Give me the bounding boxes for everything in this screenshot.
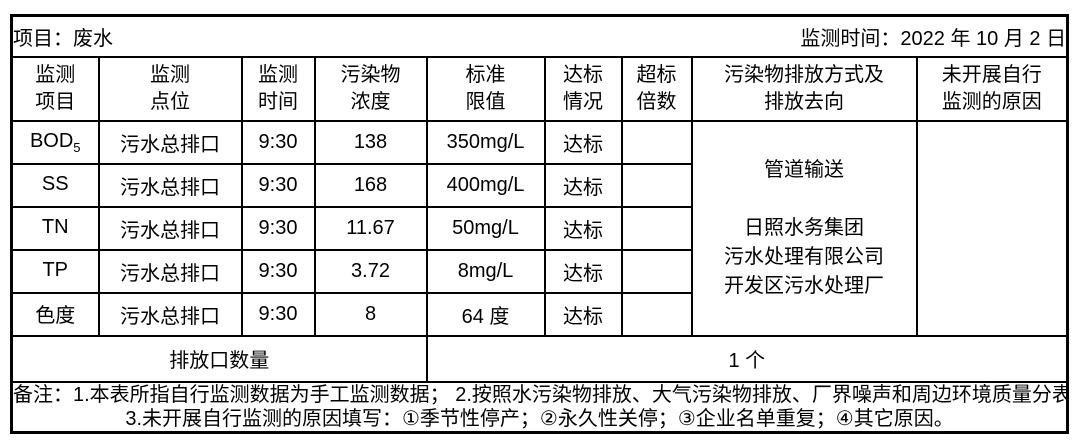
cell-item: TN [10,205,100,251]
table-row-tn: TN 污水总排口 9:30 11.67 50mg/L 达标 [10,205,1068,251]
cell-no-monitoring-reason-merged [915,119,1069,337]
cell-time: 9:30 [240,248,316,294]
cell-limit: 8mg/L [425,248,546,294]
cell-limit: 400mg/L [425,162,546,208]
cell-concentration: 3.72 [313,248,428,294]
cell-point: 污水总排口 [97,162,243,208]
cell-exceed [620,248,693,294]
discharge-line: 管道输送 [764,158,844,181]
remarks-line-2: 3.未开展自行监测的原因填写：①季节性停产；②永久性关停；③企业名单重复；④其它… [125,407,954,430]
cell-exceed [620,162,693,208]
cell-discharge-method-merged: 管道输送 日照水务集团 污水处理有限公司 开发区污水处理厂 [690,119,918,337]
cell-exceed [620,291,693,337]
cell-time: 9:30 [240,291,316,337]
monitor-time-label: 监测时间：2022 年 10 月 2 日 [800,27,1067,50]
monitoring-report-sheet: 项目：废水 监测时间：2022 年 10 月 2 日 监测 项目 监测 点位 监… [10,14,1070,434]
cell-exceed [620,205,693,251]
cell-time: 9:30 [240,162,316,208]
cell-concentration: 11.67 [313,205,428,251]
table-row-chroma: 色度 污水总排口 9:30 8 64 度 达标 [10,291,1068,337]
cell-limit: 64 度 [425,291,546,337]
header-standard-limit: 标准 限值 [425,55,546,122]
cell-limit: 350mg/L [425,119,546,165]
header-compliance-status: 达标 情况 [543,55,623,122]
title-row: 项目：废水 监测时间：2022 年 10 月 2 日 [10,14,1069,58]
table-row-tp: TP 污水总排口 9:30 3.72 8mg/L 达标 [10,248,1068,294]
header-row: 监测 项目 监测 点位 监测 时间 污染物 浓度 标准 限值 达标 情况 [10,55,1069,122]
cell-item: 色度 [10,291,100,337]
discharge-line: 日照水务集团 [744,216,864,239]
outlet-count-value: 1 个 [425,334,1069,383]
cell-concentration: 8 [313,291,428,337]
header-exceed-multiple: 超标 倍数 [620,55,693,122]
cell-time: 9:30 [240,205,316,251]
cell-concentration: 168 [313,162,428,208]
cell-concentration: 138 [313,119,428,165]
header-monitoring-item: 监测 项目 [10,55,100,122]
discharge-line: 污水处理有限公司 [724,245,884,268]
discharge-line: 开发区污水处理厂 [724,274,884,297]
cell-status: 达标 [543,162,623,208]
outlet-count-row: 排放口数量 1 个 [10,334,1069,383]
cell-point: 污水总排口 [97,205,243,251]
wastewater-monitoring-table: 项目：废水 监测时间：2022 年 10 月 2 日 监测 项目 监测 点位 监… [10,14,1070,434]
item-subscript: 5 [73,139,81,155]
cell-item: TP [10,248,100,294]
cell-limit: 50mg/L [425,205,546,251]
title-cell: 项目：废水 监测时间：2022 年 10 月 2 日 [10,14,1069,58]
cell-point: 污水总排口 [97,119,243,165]
cell-status: 达标 [543,291,623,337]
cell-status: 达标 [543,205,623,251]
table-row-ss: SS 污水总排口 9:30 168 400mg/L 达标 [10,162,1068,208]
header-no-monitoring-reason: 未开展自行 监测的原因 [915,55,1069,122]
outlet-count-label: 排放口数量 [10,334,428,383]
header-monitoring-point: 监测 点位 [97,55,243,122]
remarks-row: 备注：1.本表所指自行监测数据为手工监测数据； 2.按照水污染物排放、大气污染物… [10,380,1069,433]
project-label: 项目：废水 [13,27,113,50]
header-monitoring-time: 监测 时间 [240,55,316,122]
cell-status: 达标 [543,119,623,165]
cell-exceed [620,119,693,165]
header-pollutant-concentration: 污染物 浓度 [313,55,428,122]
cell-time: 9:30 [240,119,316,165]
cell-item: SS [10,162,100,208]
header-discharge-method: 污染物排放方式及 排放去向 [690,55,918,122]
remarks-line-1: 备注：1.本表所指自行监测数据为手工监测数据； 2.按照水污染物排放、大气污染物… [13,383,1068,406]
cell-point: 污水总排口 [97,291,243,337]
table-row-bod5: BOD5 污水总排口 9:30 138 350mg/L 达标 管道输送 日照水务… [10,119,1069,337]
cell-point: 污水总排口 [97,248,243,294]
remarks-cell: 备注：1.本表所指自行监测数据为手工监测数据； 2.按照水污染物排放、大气污染物… [10,380,1069,433]
cell-status: 达标 [543,248,623,294]
cell-item: BOD5 [10,119,100,165]
